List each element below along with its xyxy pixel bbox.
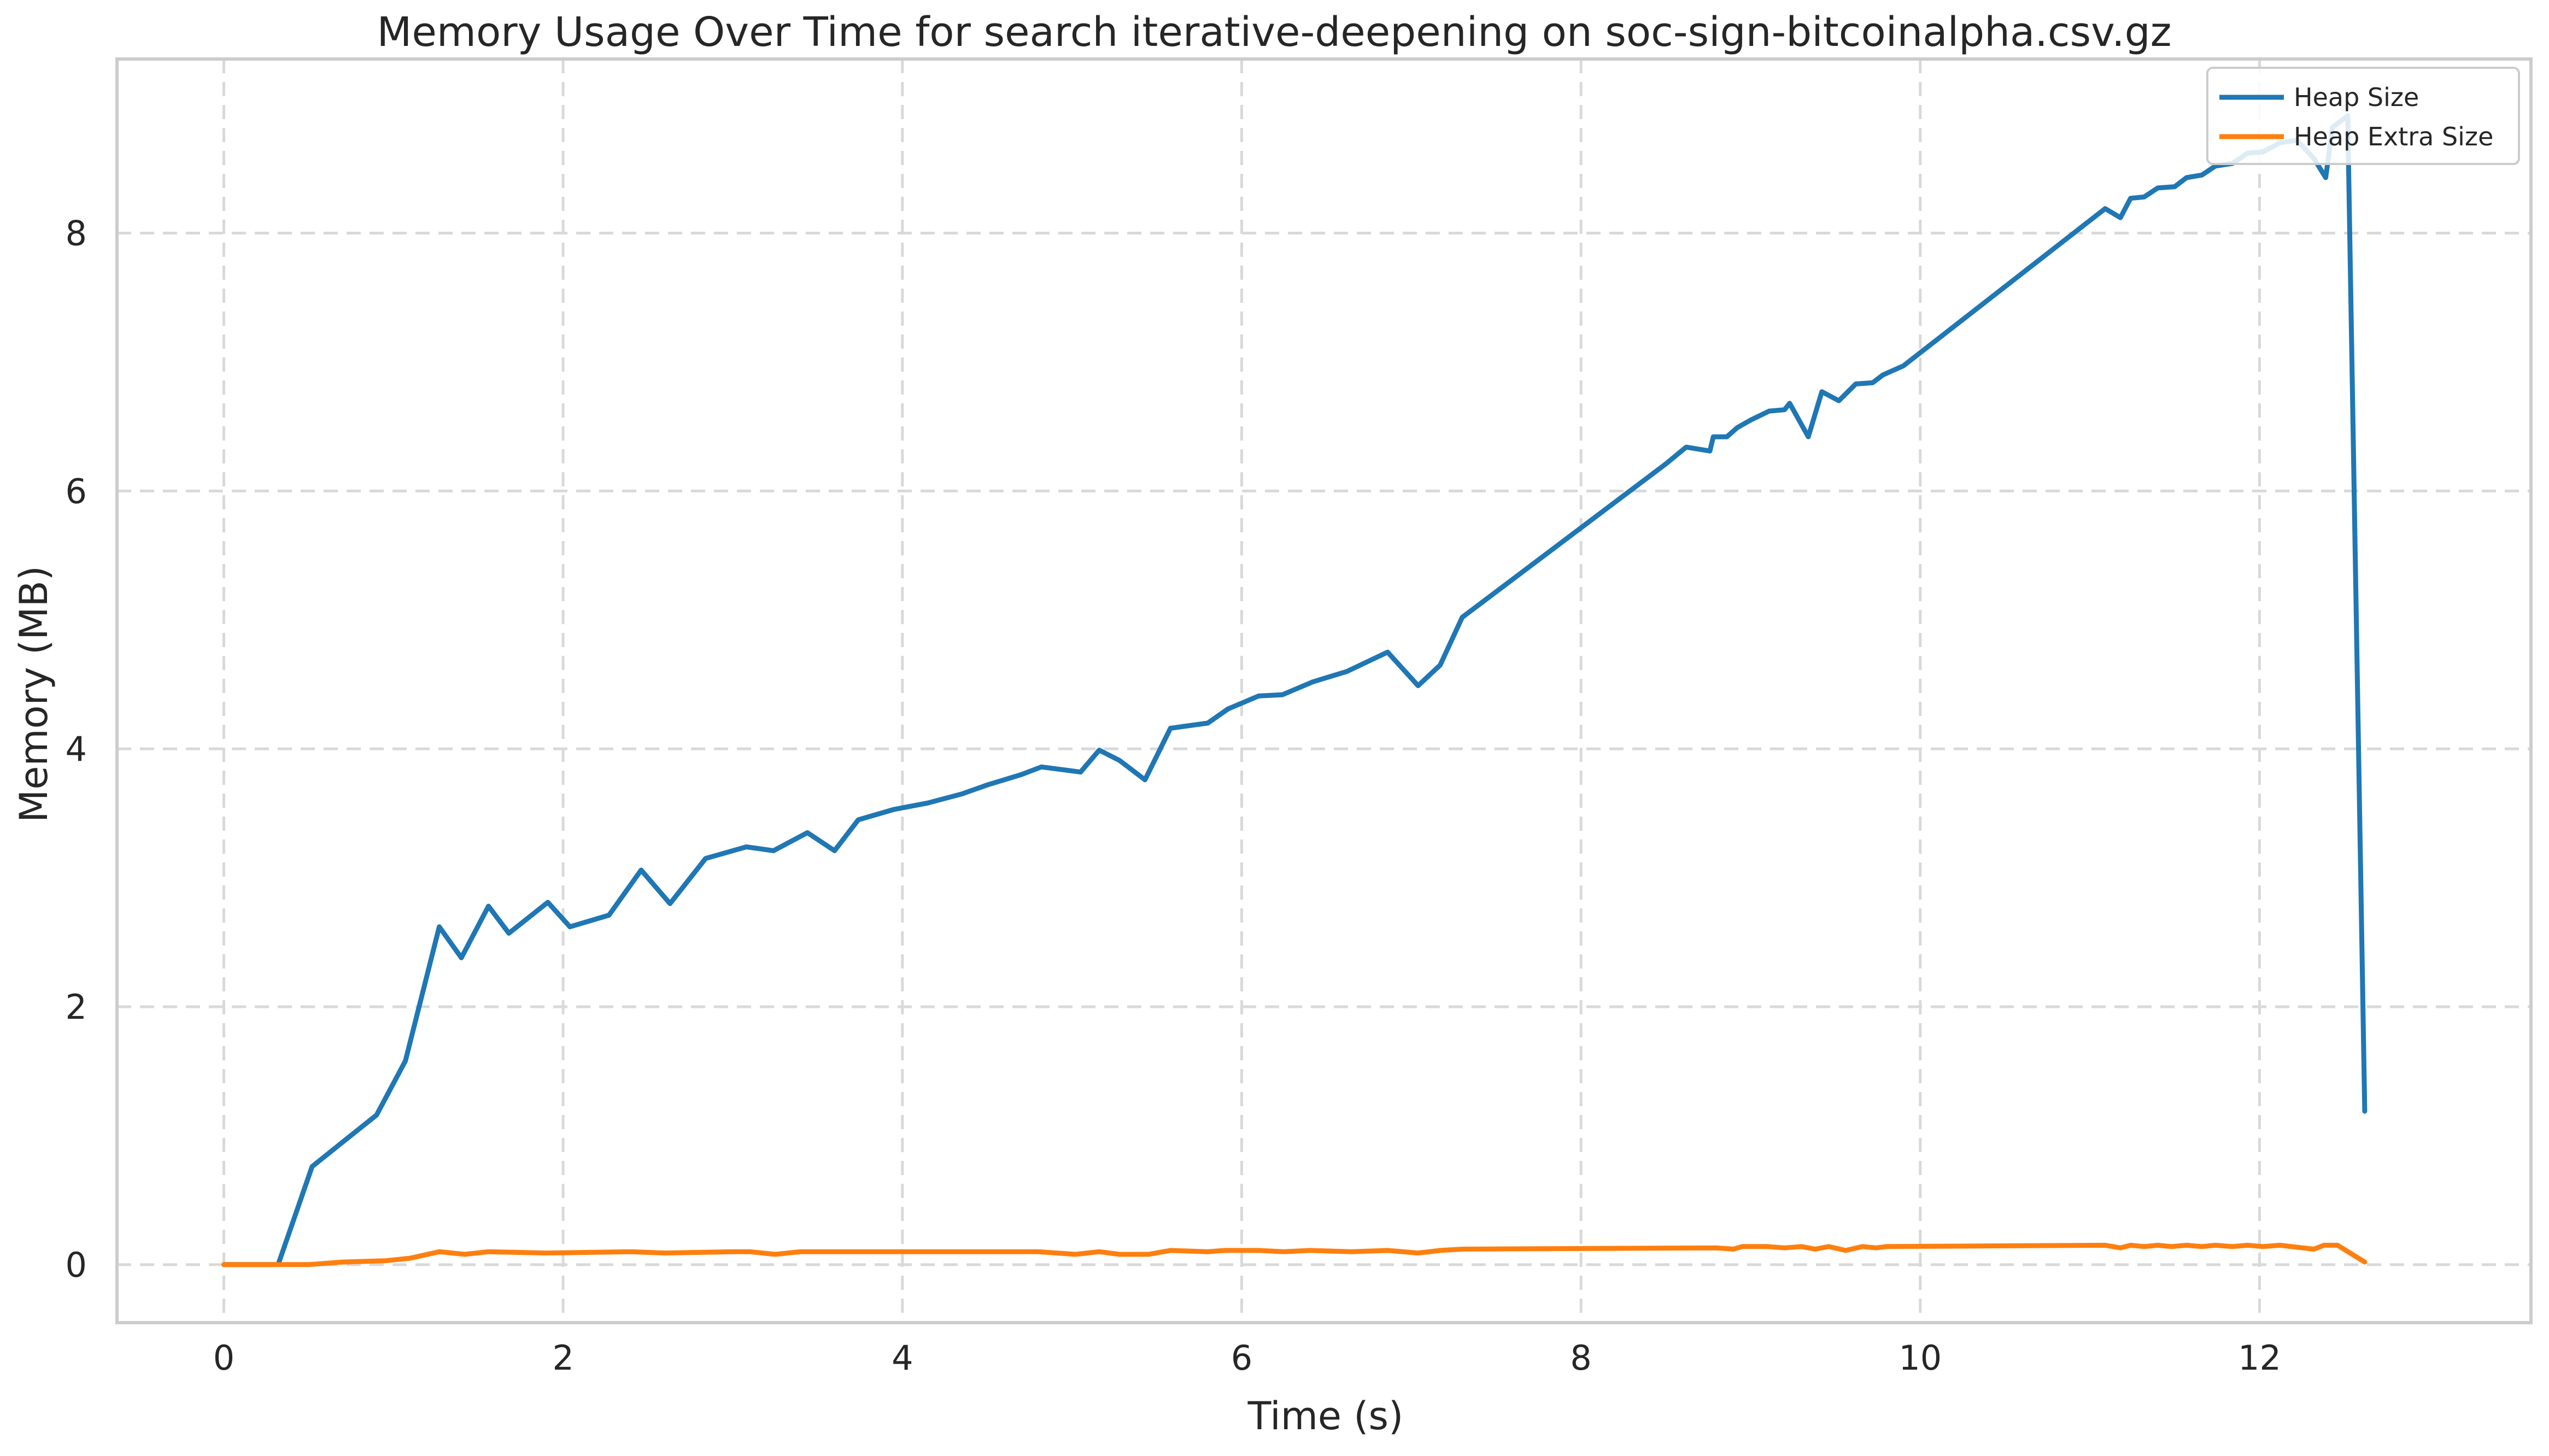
tick-labels: 0 2 4 6 8 10 12 0 2 4 6 8 [66,213,2281,1378]
x-tick-label: 0 [213,1338,235,1378]
x-tick-label: 4 [892,1338,913,1378]
y-tick-label: 0 [66,1245,87,1285]
x-tick-label: 12 [2238,1338,2281,1378]
plot-frame [115,57,2533,1324]
chart-title: Memory Usage Over Time for search iterat… [377,9,2172,56]
y-tick-label: 6 [66,471,87,511]
series-lines [221,113,2368,1267]
x-axis-title: Time (s) [1247,1394,1404,1439]
series-line-heap-extra-size [221,1242,2368,1267]
legend-box [2206,67,2520,165]
grid [117,59,2531,1323]
x-tick-label: 2 [552,1338,573,1378]
y-tick-label: 2 [66,987,87,1027]
y-axis-title: Memory (MB) [11,566,56,823]
legend-label: Heap Size [2294,83,2419,112]
x-tick-label: 10 [1898,1338,1942,1378]
y-tick-label: 4 [66,729,87,769]
series-line-heap-size [221,113,2368,1267]
y-tick-label: 8 [66,213,87,253]
legend: Heap Size Heap Extra Size [2206,67,2520,165]
x-tick-label: 8 [1570,1338,1591,1378]
x-tick-label: 6 [1231,1338,1252,1378]
legend-label: Heap Extra Size [2294,122,2493,151]
